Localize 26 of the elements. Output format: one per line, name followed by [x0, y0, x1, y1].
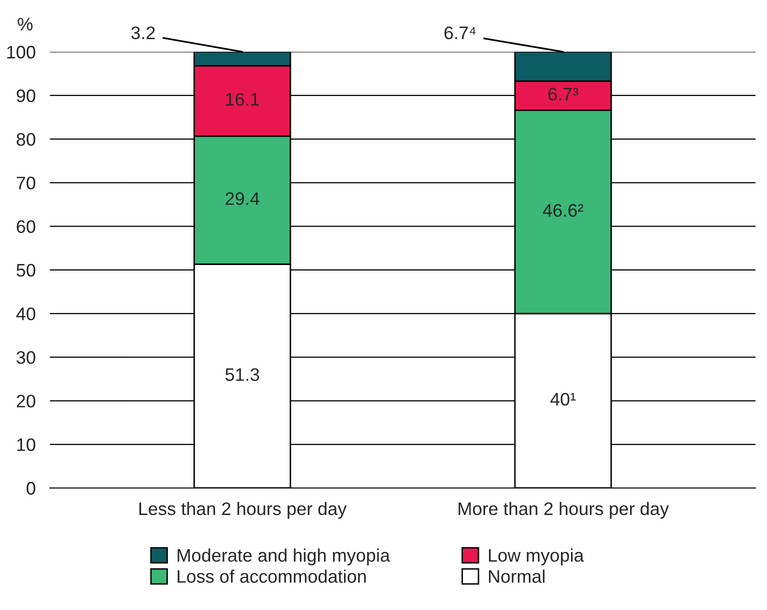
y-tick-label: 30	[16, 351, 36, 364]
y-tick-label: 20	[16, 394, 36, 408]
x-tick-label: Less than 2 hours per day	[139, 502, 347, 519]
legend-label: Moderate and high myopia	[178, 548, 390, 566]
x-tick-label: More than 2 hours per day	[458, 502, 669, 519]
y-tick-label: 10	[17, 438, 36, 452]
data-label: 6.7⁴	[444, 26, 476, 40]
y-tick-label: 0	[26, 482, 36, 495]
y-tick-label: 90	[16, 89, 36, 102]
data-label: 16.1	[226, 92, 259, 106]
data-label: 6.7³	[548, 88, 578, 101]
y-tick-label: 80	[16, 133, 36, 146]
y-tick-label: 40	[16, 307, 36, 320]
legend-label: Low myopia	[488, 548, 584, 566]
legend-label: Normal	[488, 570, 544, 583]
data-label: 51.3	[225, 368, 260, 381]
data-label: 46.6²	[542, 204, 584, 217]
y-tick-label: 100	[7, 46, 36, 59]
data-label: 29.4	[226, 192, 260, 205]
y-tick-label: 60	[16, 220, 36, 234]
data-label: 40¹	[550, 392, 576, 406]
data-label: 3.2	[131, 26, 155, 40]
y-axis-title: %	[18, 18, 33, 30]
legend-label: Loss of accommodation	[178, 570, 366, 583]
y-tick-label: 70	[16, 176, 36, 190]
y-tick-label: 50	[16, 264, 36, 277]
